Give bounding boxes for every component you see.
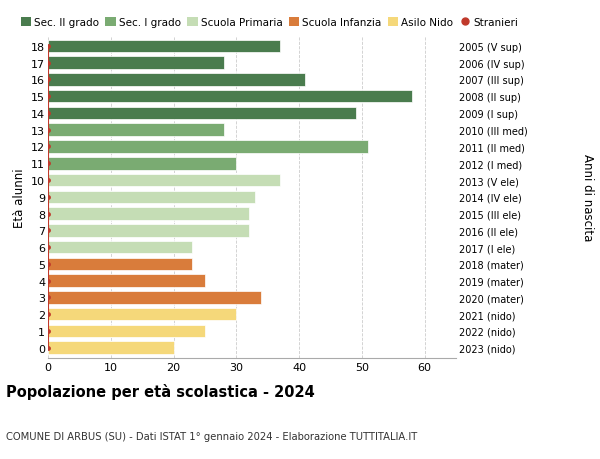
Bar	[48, 325, 205, 337]
Bar	[48, 124, 224, 137]
Bar	[48, 291, 262, 304]
Bar	[48, 40, 280, 53]
Bar	[48, 258, 193, 271]
Bar	[48, 208, 249, 220]
Bar	[48, 191, 255, 204]
Y-axis label: Età alunni: Età alunni	[13, 168, 26, 227]
Text: Anni di nascita: Anni di nascita	[581, 154, 594, 241]
Bar	[48, 275, 205, 287]
Text: COMUNE DI ARBUS (SU) - Dati ISTAT 1° gennaio 2024 - Elaborazione TUTTITALIA.IT: COMUNE DI ARBUS (SU) - Dati ISTAT 1° gen…	[6, 431, 417, 441]
Bar	[48, 141, 368, 153]
Bar	[48, 308, 236, 321]
Bar	[48, 74, 305, 86]
Legend: Sec. II grado, Sec. I grado, Scuola Primaria, Scuola Infanzia, Asilo Nido, Stran: Sec. II grado, Sec. I grado, Scuola Prim…	[20, 18, 518, 28]
Bar	[48, 91, 412, 103]
Bar	[48, 341, 173, 354]
Bar	[48, 57, 224, 70]
Bar	[48, 157, 236, 170]
Bar	[48, 174, 280, 187]
Text: Popolazione per età scolastica - 2024: Popolazione per età scolastica - 2024	[6, 383, 315, 399]
Bar	[48, 107, 356, 120]
Bar	[48, 241, 193, 254]
Bar	[48, 224, 249, 237]
